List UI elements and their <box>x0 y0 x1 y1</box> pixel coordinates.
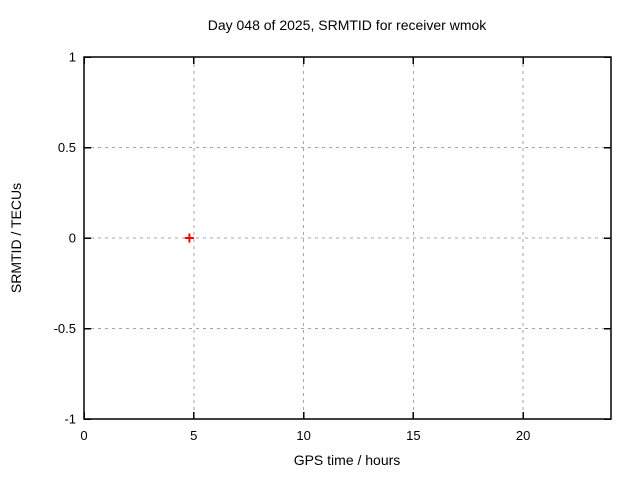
y-tick-label: -0.5 <box>54 321 76 336</box>
x-tick-label: 10 <box>296 428 310 443</box>
x-tick-label: 15 <box>406 428 420 443</box>
y-tick-label: 0 <box>69 231 76 246</box>
x-tick-label: 0 <box>80 428 87 443</box>
y-tick-label: 1 <box>69 50 76 65</box>
chart-title: Day 048 of 2025, SRMTID for receiver wmo… <box>207 17 487 33</box>
x-tick-label: 5 <box>190 428 197 443</box>
x-axis-label: GPS time / hours <box>293 452 401 468</box>
y-tick-label: -1 <box>64 412 76 427</box>
x-tick-label: 20 <box>516 428 530 443</box>
y-tick-label: 0.5 <box>58 140 76 155</box>
